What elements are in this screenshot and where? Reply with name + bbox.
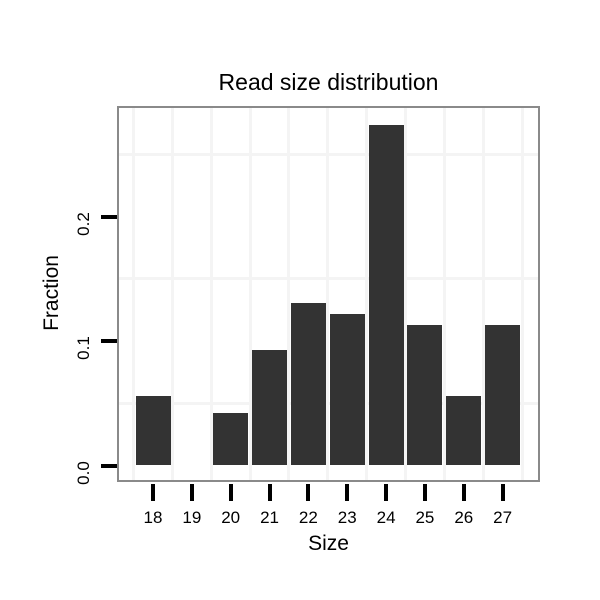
x-tick-label-20: 20 xyxy=(221,508,241,527)
bar-size-27 xyxy=(485,324,521,466)
y-tick-0.2 xyxy=(101,214,117,219)
vertical-gridline xyxy=(481,106,485,482)
y-tick-0.1 xyxy=(101,339,117,344)
x-axis-title: Size xyxy=(308,532,349,555)
x-tick-26 xyxy=(461,484,466,501)
vertical-gridline xyxy=(365,106,369,482)
x-tick-label-26: 26 xyxy=(454,508,474,527)
x-tick-label-22: 22 xyxy=(298,508,318,527)
vertical-gridline xyxy=(442,106,446,482)
x-tick-label-19: 19 xyxy=(182,508,202,527)
horizontal-gridline xyxy=(117,401,540,405)
x-tick-label-25: 25 xyxy=(415,508,435,527)
bar-size-18 xyxy=(135,395,171,466)
x-tick-label-21: 21 xyxy=(260,508,280,527)
vertical-gridline xyxy=(248,106,252,482)
vertical-gridline xyxy=(326,106,330,482)
x-tick-23 xyxy=(345,484,350,501)
x-tick-label-18: 18 xyxy=(143,508,163,527)
x-tick-21 xyxy=(267,484,272,501)
vertical-gridline xyxy=(132,106,136,482)
bar-size-26 xyxy=(446,395,482,466)
plot-panel xyxy=(117,106,540,482)
x-tick-20 xyxy=(228,484,233,501)
x-tick-27 xyxy=(500,484,505,501)
vertical-gridline xyxy=(404,106,408,482)
vertical-gridline xyxy=(209,106,213,482)
chart-title: Read size distribution xyxy=(218,69,439,95)
vertical-gridline xyxy=(170,106,174,482)
x-tick-25 xyxy=(422,484,427,501)
x-tick-18 xyxy=(151,484,155,501)
x-tick-label-24: 24 xyxy=(376,508,396,527)
x-tick-22 xyxy=(306,484,311,501)
x-tick-label-23: 23 xyxy=(337,508,357,527)
bar-size-25 xyxy=(407,324,443,466)
y-tick-label-0.1: 0.1 xyxy=(74,336,93,360)
bar-size-22 xyxy=(290,302,326,466)
x-tick-24 xyxy=(384,484,389,501)
bar-size-21 xyxy=(252,349,288,466)
horizontal-gridline xyxy=(117,277,540,281)
bar-size-20 xyxy=(213,413,249,466)
y-tick-label-0.0: 0.0 xyxy=(74,460,93,485)
vertical-gridline xyxy=(520,106,524,482)
y-tick-label-0.2: 0.2 xyxy=(74,211,93,236)
horizontal-gridline xyxy=(117,153,540,156)
y-tick-0.0 xyxy=(101,463,117,468)
bar-size-24 xyxy=(368,124,404,466)
vertical-gridline xyxy=(287,106,291,482)
x-tick-label-27: 27 xyxy=(493,508,513,527)
bar-size-23 xyxy=(329,313,365,466)
x-tick-19 xyxy=(189,484,194,501)
y-axis-title: Fraction xyxy=(40,255,63,331)
